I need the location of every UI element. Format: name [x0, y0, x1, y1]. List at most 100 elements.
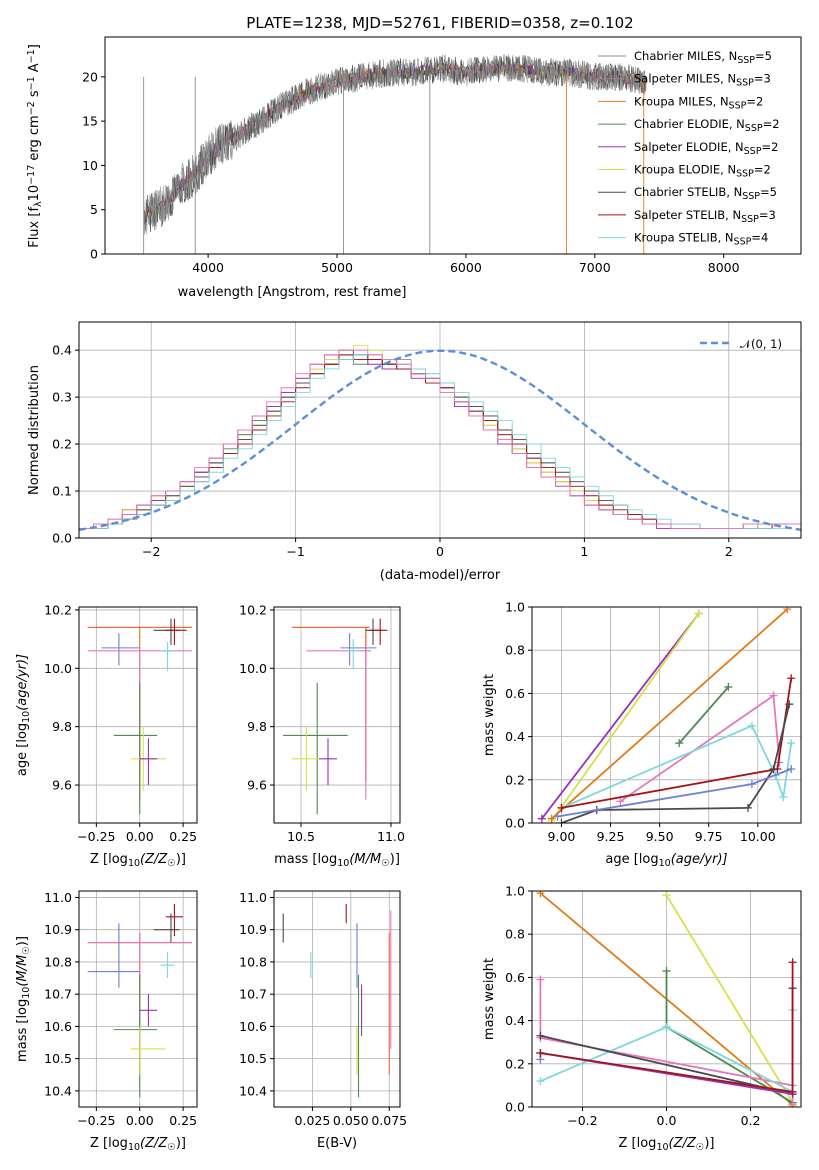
legend-label: Kroupa MILES, NSSP=2 [634, 94, 763, 111]
axes-frame: 9.00 9.25 9.50 9.75 10.00 0.0 0.2 0.4 0.6 0.8 1.0 [505, 600, 802, 844]
plot-area [537, 607, 796, 823]
axes-box [78, 606, 198, 824]
x-tick-label: −2 [142, 544, 160, 559]
panel-spectrum: 4000 5000 6000 7000 8000 0 5 10 15 20 Chabrier MIL… [26, 36, 802, 300]
weight-line-salpeter_elodie [541, 612, 700, 820]
grid [79, 607, 197, 823]
axes-frame: −2 −1 0 1 2 0.0 0.1 0.2 0.3 0.4 [52, 321, 802, 559]
plot-area [79, 345, 801, 531]
axes-box [273, 606, 401, 824]
y-axis-label: Flux [fλ10−17 erg cm−2 s−1 A−1] [26, 44, 44, 248]
weight-point-kroupa_stelib [779, 793, 788, 802]
x-tick-label: 9.00 [548, 829, 576, 844]
weight-point-kroupa_stelib [787, 739, 796, 748]
panel-mass_vs_ebv: 0.025 0.050 0.075 10.4 10.5 10.6 10.7 10.8 10.9 1… [239, 890, 407, 1151]
plot-area [282, 903, 392, 1098]
y-tick-label: 0.4 [505, 1013, 525, 1028]
y-tick-label: 0.0 [52, 531, 72, 546]
y-tick-label: 10.5 [239, 1051, 267, 1066]
y-tick-label: 10.2 [44, 602, 72, 617]
weight-line-kroupa_elodie [550, 612, 700, 822]
x-axis-label: Z [log10(Z/Z☉)] [90, 1136, 186, 1153]
y-tick-label: 10.8 [239, 954, 267, 969]
x-tick-label: 0 [436, 544, 444, 559]
x-tick-label: 0.075 [371, 1113, 407, 1128]
x-tick-label: −0.25 [77, 829, 115, 844]
panel-weight_vs_Z: −0.2 0.0 0.2 0.0 0.2 0.4 0.6 0.8 1.0 Z [log10(Z/Z… [482, 884, 802, 1153]
y-tick-label: 1.0 [505, 600, 525, 615]
weight-point-blue [747, 780, 756, 789]
axes-frame: 0.025 0.050 0.075 10.4 10.5 10.6 10.7 10.8 10.9 1… [239, 890, 407, 1128]
weight-point-blue [787, 765, 796, 773]
legend-label: 𝒩(0, 1) [740, 337, 782, 351]
plot-area [283, 618, 388, 815]
weight-point-pink [769, 691, 778, 700]
y-tick-label: 10.9 [239, 922, 267, 937]
x-tick-label: 9.75 [695, 829, 723, 844]
y-tick-label: 10.7 [239, 987, 267, 1002]
legend: Chabrier MILES, NSSP=5 Salpeter MILES, NS… [598, 49, 780, 247]
x-tick-label: 1 [580, 544, 588, 559]
y-tick-label: 0.0 [505, 1100, 525, 1115]
y-tick-label: 0.2 [505, 772, 525, 787]
x-tick-label: 0.025 [295, 1113, 331, 1128]
y-tick-label: 5 [90, 202, 98, 217]
weight-point-chabrier_elodie [662, 966, 671, 975]
grid [79, 891, 197, 1107]
weight-line-kroupa_miles [551, 608, 788, 820]
weight-line-kroupa_elodie [665, 894, 794, 1104]
weight-point-salpeter_stelib [536, 1049, 545, 1057]
weight-point-salpeter_stelib [788, 1087, 797, 1096]
x-tick-label: 6000 [450, 260, 482, 275]
y-tick-label: 0.1 [52, 484, 72, 499]
y-tick-label: 0.6 [505, 970, 525, 985]
weight-point-kroupa_elodie [662, 891, 671, 900]
x-tick-label: 0.25 [169, 1113, 197, 1128]
y-tick-label: 0.3 [52, 390, 72, 405]
y-tick-label: 10.4 [239, 1083, 267, 1098]
weight-point-salpeter_elodie [537, 814, 546, 823]
x-axis-label: Z [log10(Z/Z☉)] [90, 852, 186, 869]
plot-area [87, 618, 192, 815]
x-tick-label: 0.00 [126, 829, 154, 844]
y-tick-label: 15 [82, 114, 98, 129]
weight-point-chabrier_elodie [724, 682, 733, 691]
weight-point-kroupa_miles [783, 607, 792, 614]
spectrum-line-salpeter_miles [143, 54, 647, 230]
weight-point-blue [553, 812, 562, 821]
legend-label: Chabrier ELODIE, NSSP=2 [634, 117, 780, 134]
weight-point-kroupa_miles [536, 891, 545, 898]
weight-point-chabrier_stelib [785, 700, 794, 709]
x-axis-label: mass [log10(M/M☉)] [274, 852, 400, 869]
weight-point-kroupa_miles [547, 814, 556, 823]
y-tick-label: 1.0 [505, 884, 525, 899]
x-tick-label: 0.25 [169, 829, 197, 844]
legend-label: Salpeter MILES, NSSP=3 [634, 72, 771, 89]
weight-point-chabrier_stelib [769, 765, 778, 773]
y-tick-label: 0.2 [505, 1056, 525, 1071]
y-tick-label: 20 [82, 69, 98, 84]
weight-point-kroupa_stelib [536, 1077, 545, 1086]
weight-point-kroupa_stelib [747, 721, 756, 730]
panel-mass_vs_Z: −0.25 0.00 0.25 10.4 10.5 10.6 10.7 10.8 10.9 11.… [15, 890, 198, 1153]
axes-box [104, 36, 802, 255]
x-tick-label: −1 [286, 544, 304, 559]
grid [274, 607, 400, 823]
y-tick-label: 11.0 [44, 890, 72, 905]
y-tick-label: 0.2 [52, 437, 72, 452]
legend-label: Salpeter ELODIE, NSSP=2 [634, 140, 778, 157]
y-tick-label: 10.6 [44, 1019, 72, 1034]
x-tick-label: 0.0 [657, 1113, 677, 1128]
y-axis-label: Normed distribution [27, 365, 42, 495]
weight-point-salpeter_stelib [557, 803, 566, 812]
x-axis-label: (data-model)/error [380, 568, 501, 583]
axes-box [78, 890, 198, 1108]
weight-line-chabrier_elodie [678, 686, 730, 744]
y-tick-label: 10 [82, 158, 98, 173]
y-tick-label: 10.5 [44, 1051, 72, 1066]
axes-frame: 4000 5000 6000 7000 8000 0 5 10 15 20 [82, 36, 802, 275]
y-tick-label: 10.9 [44, 922, 72, 937]
axes-frame: −0.25 0.00 0.25 10.4 10.5 10.6 10.7 10.8 10.9 11.… [44, 890, 198, 1128]
x-tick-label: 0.00 [126, 1113, 154, 1128]
